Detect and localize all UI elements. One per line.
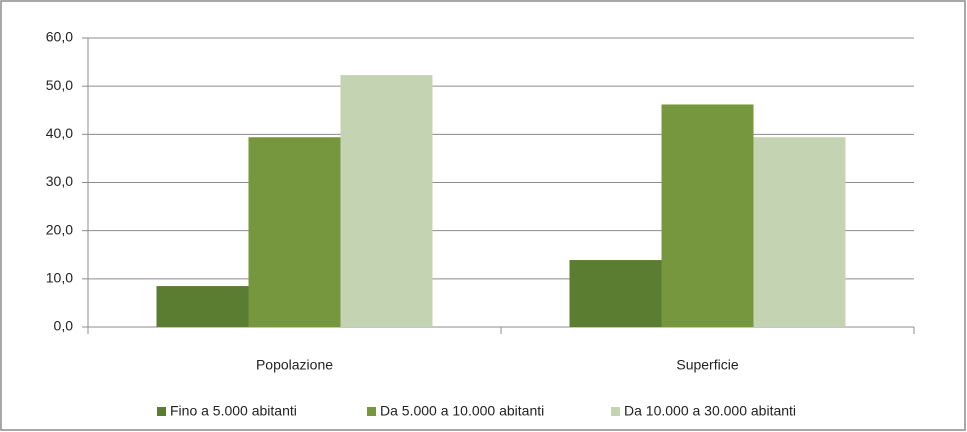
y-tick-label: 10,0 (46, 270, 73, 286)
bar (661, 104, 754, 327)
legend-swatch (367, 407, 376, 416)
bar (156, 286, 249, 327)
y-tick-label: 50,0 (46, 77, 73, 93)
legend-swatch (157, 407, 166, 416)
legend-swatch (611, 407, 620, 416)
legend-label: Fino a 5.000 abitanti (170, 403, 297, 419)
x-tick-label: Superficie (676, 357, 738, 373)
y-tick-label: 20,0 (46, 221, 73, 237)
y-tick-label: 60,0 (46, 29, 73, 45)
y-tick-label: 0,0 (54, 318, 74, 334)
y-tick-label: 30,0 (46, 173, 73, 189)
bar (569, 260, 662, 327)
legend-label: Da 10.000 a 30.000 abitanti (624, 403, 796, 419)
y-tick-label: 40,0 (46, 125, 73, 141)
x-tick-label: Popolazione (256, 357, 333, 373)
bar (753, 137, 846, 327)
legend-label: Da 5.000 a 10.000 abitanti (380, 403, 544, 419)
bar (340, 75, 433, 327)
bar (248, 137, 341, 327)
